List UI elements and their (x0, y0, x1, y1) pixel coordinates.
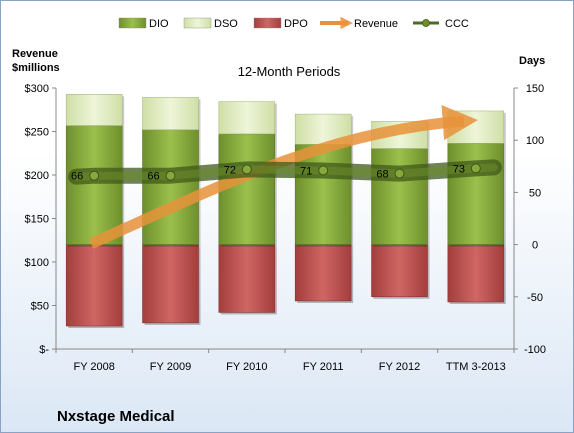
chart-title: 12-Month Periods (238, 64, 341, 79)
y-right-tick-label: 0 (532, 240, 538, 252)
y-right-tick-label: 150 (526, 83, 544, 95)
ccc-data-label: 66 (71, 171, 83, 183)
ccc-data-label: 66 (147, 171, 159, 183)
y-right-tick-label: -100 (524, 344, 546, 356)
x-tick-label: TTM 3-2013 (446, 361, 506, 373)
ccc-data-label: 68 (376, 169, 388, 181)
x-tick-label: FY 2012 (379, 361, 420, 373)
company-name: Nxstage Medical (57, 408, 175, 425)
legend-label-ccc: CCC (445, 18, 469, 30)
y-left-tick-label: $- (39, 344, 49, 356)
y-left-tick-label: $150 (25, 214, 49, 226)
ccc-marker (318, 165, 329, 176)
ccc-marker (470, 163, 481, 174)
x-tick-label: FY 2009 (150, 361, 191, 373)
bar-dso (142, 97, 199, 131)
y-right-tick-label: 50 (529, 187, 541, 199)
y-left-tick-label: $300 (25, 83, 49, 95)
x-tick-label: FY 2011 (303, 361, 344, 373)
bar-dso (218, 101, 276, 135)
legend-swatch-dso (183, 17, 212, 29)
x-tick-label: FY 2008 (73, 361, 114, 373)
y-right-tick-label: -50 (527, 292, 543, 304)
bar-dio (371, 148, 428, 245)
ccc-marker (165, 170, 176, 181)
bar-dpo (142, 244, 199, 324)
bar-dpo (371, 244, 428, 298)
legend-label-revenue: Revenue (354, 18, 398, 30)
bar-dio (294, 144, 352, 245)
ccc-marker (89, 170, 100, 181)
y-right-label: Days (519, 55, 545, 67)
bar-dpo (218, 244, 276, 313)
bar-dio (65, 125, 123, 245)
y-left-label-line2: $millions (12, 62, 60, 74)
bar-dpo (447, 244, 505, 303)
y-right-tick-label: 100 (526, 135, 544, 147)
bar-dio (142, 129, 199, 245)
legend-swatch-dio (118, 17, 147, 29)
y-left-tick-label: $100 (25, 257, 49, 269)
ccc-data-label: 72 (224, 164, 236, 176)
ccc-data-label: 71 (300, 165, 312, 177)
y-left-tick-label: $250 (25, 127, 49, 139)
bar-dpo (65, 244, 123, 327)
ccc-marker (394, 168, 405, 179)
y-left-tick-label: $50 (31, 301, 49, 313)
legend-marker-ccc (422, 19, 430, 27)
legend-label-dio: DIO (149, 18, 169, 30)
bar-dio (447, 143, 505, 245)
bar-dpo (294, 244, 352, 302)
ccc-line (72, 163, 498, 181)
x-tick-label: FY 2010 (226, 361, 267, 373)
bar-dio (218, 133, 276, 245)
ccc-data-label: 73 (453, 163, 465, 175)
bar-dso (65, 94, 123, 126)
legend-swatch-dpo (253, 17, 282, 29)
legend-label-dso: DSO (214, 18, 238, 30)
ccc-marker (241, 164, 252, 175)
y-left-tick-label: $200 (25, 170, 49, 182)
y-left-label-line1: Revenue (12, 48, 58, 60)
legend-label-dpo: DPO (284, 18, 308, 30)
